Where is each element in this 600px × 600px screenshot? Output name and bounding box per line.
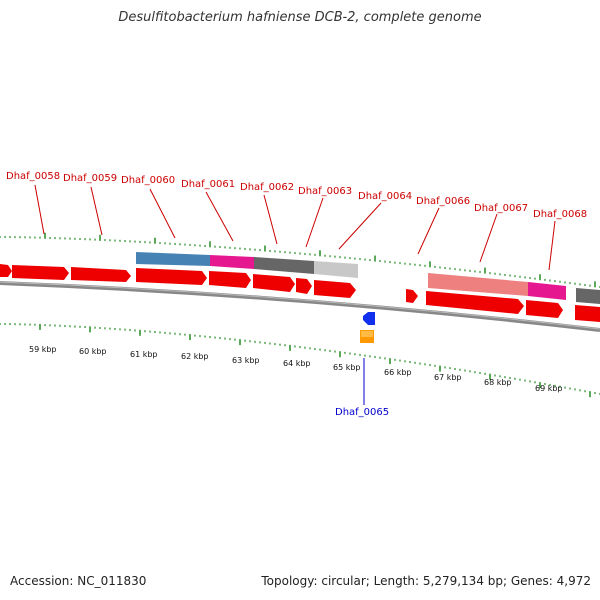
upper-tick-track [0, 232, 600, 288]
scale-label: 67 kbp [434, 373, 462, 382]
scale-label: 62 kbp [181, 352, 209, 361]
gene-label[interactable]: Dhaf_0062 [240, 182, 294, 193]
gene-arrows-row-2 [136, 268, 600, 322]
scale-label: 66 kbp [384, 368, 412, 377]
genome-backbone [0, 281, 600, 332]
gene-arrow[interactable] [406, 289, 418, 303]
lower-tick-track [0, 323, 600, 398]
feature-band-steelblue[interactable] [136, 252, 210, 266]
gene-label[interactable]: Dhaf_0059 [63, 173, 117, 184]
gene-label[interactable]: Dhaf_0067 [474, 203, 528, 214]
scale-label: 69 kbp [535, 384, 563, 393]
feature-band-row [136, 252, 600, 304]
gene-label[interactable]: Dhaf_0068 [533, 209, 587, 220]
feature-band-salmon[interactable] [428, 273, 528, 296]
scale-label: 64 kbp [283, 359, 311, 368]
gene-arrow[interactable] [575, 305, 600, 322]
gene-arrow[interactable] [71, 267, 131, 282]
scale-label: 65 kbp [333, 363, 361, 372]
genome-title: Desulfitobacterium hafniense DCB-2, comp… [118, 10, 482, 25]
gene-labels: Dhaf_0058 Dhaf_0059 Dhaf_0060 Dhaf_0061 … [6, 171, 587, 418]
gene-arrow[interactable] [314, 280, 356, 298]
gene-arrows-row-1 [0, 264, 131, 282]
scale-label: 63 kbp [232, 356, 260, 365]
gene-label[interactable]: Dhaf_0066 [416, 196, 470, 207]
scale-label: 60 kbp [79, 347, 107, 356]
label-connectors [34, 184, 556, 271]
scale-label: 61 kbp [130, 350, 158, 359]
gene-arrow[interactable] [253, 274, 295, 292]
gene-label[interactable]: Dhaf_0058 [6, 171, 60, 182]
feature-band-magenta[interactable] [210, 255, 254, 269]
gene-label[interactable]: Dhaf_0061 [181, 179, 235, 190]
gene-label[interactable]: Dhaf_0060 [121, 175, 175, 186]
feature-band-lightgray[interactable] [314, 261, 358, 278]
scale-label: 59 kbp [29, 345, 57, 354]
gene-arrow[interactable] [136, 268, 207, 285]
blue-marker[interactable] [363, 312, 375, 325]
accession-text: Accession: NC_011830 [10, 574, 147, 588]
gene-label-bottom[interactable]: Dhaf_0065 [335, 407, 389, 418]
gene-arrow[interactable] [12, 265, 69, 280]
gene-arrow[interactable] [209, 271, 251, 288]
feature-band-darkgray[interactable] [254, 257, 314, 274]
gene-arrow[interactable] [426, 291, 524, 314]
gene-arrow[interactable] [296, 278, 312, 294]
genome-summary-text: Topology: circular; Length: 5,279,134 bp… [261, 574, 591, 588]
gene-label[interactable]: Dhaf_0064 [358, 191, 412, 202]
gene-label[interactable]: Dhaf_0063 [298, 186, 352, 197]
scale-label: 68 kbp [484, 378, 512, 387]
feature-band-magenta-2[interactable] [528, 282, 566, 300]
gene-arrow[interactable] [526, 300, 563, 318]
scale-labels: 59 kbp 60 kbp 61 kbp 62 kbp 63 kbp 64 kb… [29, 345, 563, 393]
feature-band-darkgray-2[interactable] [576, 288, 600, 304]
gene-arrow[interactable] [0, 264, 12, 277]
